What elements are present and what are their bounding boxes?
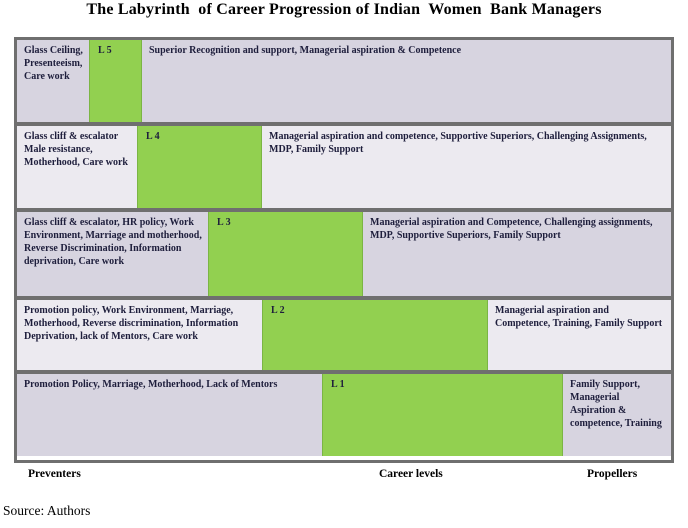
level-cell-l3: L 3 (208, 212, 363, 296)
level-row-l1: Promotion Policy, Marriage, Motherhood, … (17, 370, 671, 456)
source-note: Source: Authors (3, 503, 91, 518)
preventers-cell-l2: Promotion policy, Work Environment, Marr… (17, 300, 262, 370)
level-row-l5: Glass Ceiling, Presenteeism, Care work L… (17, 40, 671, 122)
axis-label-propellers: Propellers (587, 468, 638, 480)
level-cell-l1: L 1 (322, 374, 563, 456)
propellers-cell-l5: Superior Recognition and support, Manage… (142, 40, 671, 122)
preventers-cell-l3: Glass cliff & escalator, HR policy, Work… (17, 212, 208, 296)
propellers-cell-l4: Managerial aspiration and competence, Su… (262, 126, 671, 208)
level-cell-l4: L 4 (137, 126, 262, 208)
preventers-cell-l1: Promotion Policy, Marriage, Motherhood, … (17, 374, 322, 456)
labyrinth-table: Glass Ceiling, Presenteeism, Care work L… (14, 37, 674, 463)
figure-title: The Labyrinth of Career Progression of I… (86, 1, 602, 18)
propellers-cell-l1: Family Support, Managerial Aspiration & … (563, 374, 671, 456)
propellers-cell-l3: Managerial aspiration and Competence, Ch… (363, 212, 671, 296)
level-row-l4: Glass cliff & escalator Male resistance,… (17, 122, 671, 208)
axis-label-career-levels: Career levels (379, 468, 443, 480)
axis-labels: Preventers Career levels Propellers (0, 468, 688, 484)
level-cell-l2: L 2 (262, 300, 488, 370)
propellers-cell-l2: Managerial aspiration and Competence, Tr… (488, 300, 671, 370)
axis-label-preventers: Preventers (28, 468, 81, 480)
level-row-l3: Glass cliff & escalator, HR policy, Work… (17, 208, 671, 296)
preventers-cell-l4: Glass cliff & escalator Male resistance,… (17, 126, 137, 208)
level-cell-l5: L 5 (89, 40, 142, 122)
preventers-cell-l5: Glass Ceiling, Presenteeism, Care work (17, 40, 89, 122)
level-row-l2: Promotion policy, Work Environment, Marr… (17, 296, 671, 370)
